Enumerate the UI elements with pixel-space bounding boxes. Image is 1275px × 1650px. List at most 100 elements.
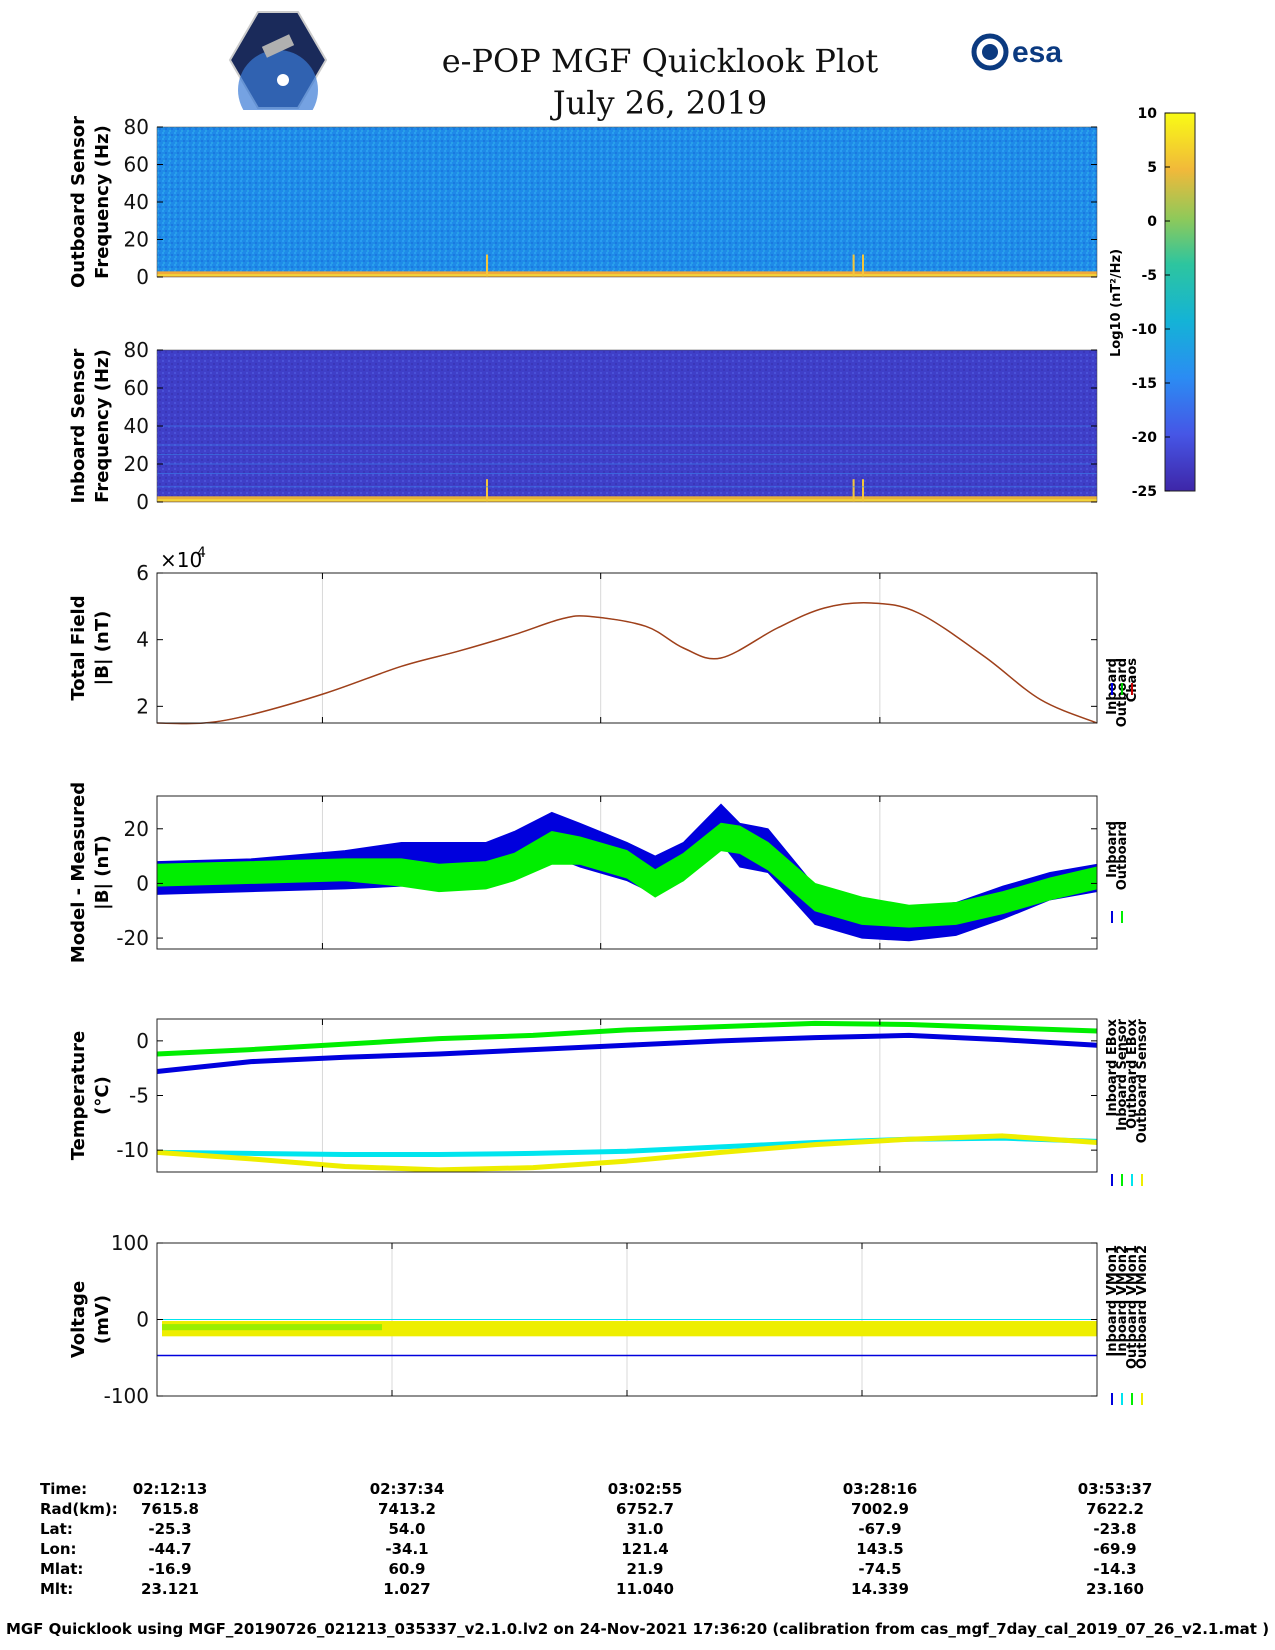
info-row-value: 54.0 [388, 1520, 426, 1538]
info-row-value: 14.339 [851, 1580, 909, 1598]
info-row-value: 21.9 [626, 1560, 664, 1578]
voltage-ytick-label: 100 [111, 1231, 149, 1255]
voltage-legend-entry: Outboard VMon1 [1125, 1245, 1140, 1369]
total-field-legend-entry: Chaos [1125, 658, 1140, 702]
info-row-label: Mlat: [40, 1560, 84, 1578]
inboard-ylabel-line2: Frequency (Hz) [92, 349, 113, 503]
info-row: Mlat: -16.9 60.9 21.9 -74.5 -14.3 [40, 1560, 1240, 1580]
total-field-exponent: ×10 [160, 548, 202, 572]
outboard-heatmap [157, 127, 1097, 277]
outboard-ytick-label: 80 [124, 115, 149, 139]
colorbar-tick-label: 5 [1147, 160, 1157, 176]
inboard-ylabel-line1: Inboard Sensor [68, 348, 89, 503]
total-field-ylabel: Total Field |B| (nT) [68, 595, 113, 700]
outboard-ytick-label: 20 [124, 228, 149, 252]
info-row-label: Mlt: [40, 1580, 74, 1598]
inboard-burst [486, 479, 488, 502]
total-field-ytick-label: 4 [136, 628, 149, 652]
info-row-value: -25.3 [148, 1520, 192, 1538]
outboard-burst [862, 254, 864, 277]
outboard-ylabel: Outboard Sensor Frequency (Hz) [68, 116, 113, 288]
temperature-legend-label: Outboard EBox [1125, 1018, 1140, 1128]
voltage-legend-label: Inboard VMon1 [1105, 1245, 1120, 1357]
plot-title: e-POP MGF Quicklook Plot July 26, 2019 [360, 40, 960, 124]
outboard-ytick-label: 60 [124, 153, 149, 177]
total-field-ylabel-line1: Total Field [68, 595, 89, 700]
voltage-ylabel-line1: Voltage [68, 1281, 89, 1358]
info-row-value: -44.7 [148, 1540, 192, 1558]
model-measured-legend-label: Outboard [1115, 821, 1130, 890]
inboard-ytick-label: 40 [124, 414, 149, 438]
inboard-ylabel: Inboard Sensor Frequency (Hz) [68, 348, 113, 503]
model-measured-legend-label: Inboard [1105, 821, 1120, 878]
outboard-ytick-label: 40 [124, 190, 149, 214]
total-field-exponent-power: 4 [197, 545, 206, 561]
temperature-ytick-label: 0 [136, 1029, 149, 1053]
info-row-value: 03:02:55 [607, 1480, 683, 1498]
orbit-info-table: Time: 02:12:13 02:37:34 03:02:55 03:28:16 03:… [40, 1480, 1240, 1600]
info-row-value: 143.5 [856, 1540, 904, 1558]
info-row: Lon: -44.7 -34.1 121.4 143.5 -69.9 [40, 1540, 1240, 1560]
colorbar-tick-label: 0 [1147, 214, 1157, 230]
info-row-value: 60.9 [388, 1560, 426, 1578]
voltage-series-outboard-vmon1 [162, 1324, 382, 1331]
info-row-value: 31.0 [626, 1520, 664, 1538]
temperature-series-inboard-ebox [156, 1032, 1098, 1074]
voltage-legend-label: Outboard VMon2 [1135, 1245, 1150, 1369]
temperature-ylabel-line1: Temperature [68, 1031, 89, 1160]
temperature-ylabel-line2: (°C) [92, 1076, 113, 1115]
info-row-value: -16.9 [148, 1560, 192, 1578]
model-measured-legend-entry: Outboard [1115, 821, 1130, 890]
outboard-burst [852, 254, 855, 277]
colorbar-tick-label: -5 [1141, 268, 1157, 284]
info-row-value: -67.9 [858, 1520, 902, 1538]
colorbar-label: Log10 (nT²/Hz) [1109, 249, 1124, 357]
total-field-frame [156, 572, 1098, 724]
info-row-value: -14.3 [1093, 1560, 1137, 1578]
outboard-burst [486, 254, 488, 277]
info-row-value: 1.027 [383, 1580, 431, 1598]
info-row-value: -74.5 [858, 1560, 902, 1578]
total-field-ytick-label: 6 [136, 561, 149, 585]
total-field-ylabel-line2: |B| (nT) [92, 611, 113, 686]
info-row-value: -34.1 [385, 1540, 429, 1558]
temperature-legend-label: Inboard EBox [1105, 1018, 1120, 1116]
voltage-ylabel-line2: (mV) [92, 1295, 113, 1344]
model-measured-ylabel: Model - Measured |B| (nT) [68, 782, 113, 963]
temperature-ytick-label: -10 [116, 1138, 149, 1162]
info-row-value: 6752.7 [616, 1500, 674, 1518]
info-row-value: 7413.2 [378, 1500, 436, 1518]
info-row-value: 7002.9 [851, 1500, 909, 1518]
colorbar-tick-label: -15 [1132, 376, 1157, 392]
inboard-ytick-label: 20 [124, 452, 149, 476]
info-row-value: 7615.8 [141, 1500, 199, 1518]
inboard-burst [852, 479, 855, 502]
info-row-value: 03:28:16 [842, 1480, 918, 1498]
voltage-ytick-label: -100 [104, 1384, 149, 1408]
info-row-label: Time: [40, 1480, 88, 1498]
info-row-value: 23.160 [1086, 1580, 1144, 1598]
voltage-legend-entry: Inboard VMon1 [1105, 1245, 1120, 1357]
info-row-value: 03:53:37 [1077, 1480, 1153, 1498]
cassiope-logo [228, 10, 328, 130]
voltage-ytick-label: 0 [136, 1308, 149, 1332]
inboard-burst [862, 479, 864, 502]
info-row-value: 7622.2 [1086, 1500, 1144, 1518]
voltage-legend-entry: Inboard VMon2 [1115, 1245, 1130, 1357]
voltage-legend-label: Outboard VMon1 [1125, 1245, 1140, 1369]
info-row-value: 02:37:34 [369, 1480, 445, 1498]
outboard-ylabel-line1: Outboard Sensor [68, 116, 89, 288]
temperature-series-inboard-sensor [156, 1020, 1098, 1057]
model-measured-ytick-label: 0 [136, 871, 149, 895]
info-row: Lat: -25.3 54.0 31.0 -67.9 -23.8 [40, 1520, 1240, 1540]
voltage-ylabel: Voltage (mV) [68, 1281, 113, 1358]
total-field-plot-area [157, 573, 1097, 723]
info-row-value: -69.9 [1093, 1540, 1137, 1558]
voltage-legend-label: Inboard VMon2 [1115, 1245, 1130, 1357]
info-row-label: Lat: [40, 1520, 73, 1538]
temperature-ytick-label: -5 [129, 1084, 149, 1108]
model-measured-ytick-label: -20 [116, 926, 149, 950]
model-measured-ylabel-line1: Model - Measured [68, 782, 89, 963]
esa-logo: esa [970, 30, 1090, 75]
